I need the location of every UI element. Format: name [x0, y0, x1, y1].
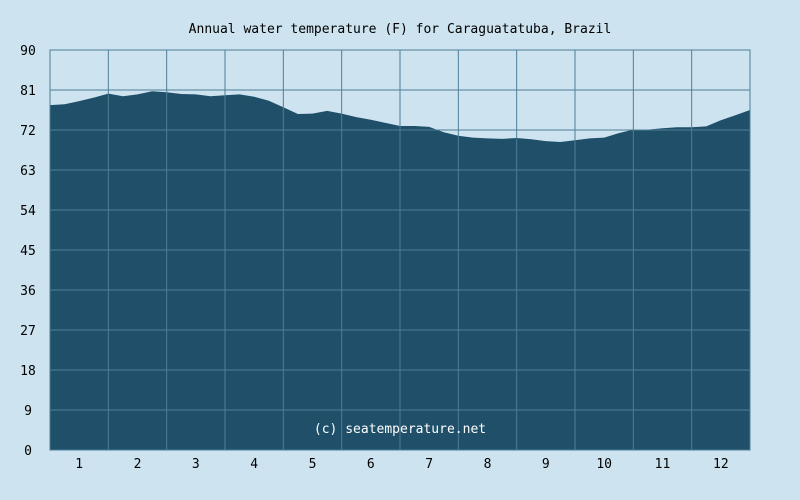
x-tick-label: 4: [250, 457, 258, 472]
y-tick-label: 45: [20, 244, 36, 259]
plot-frame: [49, 49, 751, 451]
y-tick-label: 90: [20, 44, 36, 59]
x-tick-label: 12: [713, 457, 729, 472]
x-tick-label: 11: [655, 457, 671, 472]
y-tick-label: 54: [20, 204, 36, 219]
y-tick-label: 9: [24, 404, 32, 419]
y-tick-label: 63: [20, 164, 36, 179]
x-tick-label: 3: [192, 457, 200, 472]
x-tick-label: 2: [134, 457, 142, 472]
y-tick-label: 72: [20, 124, 36, 139]
x-tick-label: 7: [425, 457, 433, 472]
y-tick-label: 0: [24, 444, 32, 459]
copyright-credit: (c) seatemperature.net: [314, 422, 486, 437]
y-tick-label: 27: [20, 324, 36, 339]
x-tick-label: 9: [542, 457, 550, 472]
chart-title: Annual water temperature (F) for Caragua…: [189, 22, 612, 37]
x-tick-label: 10: [596, 457, 612, 472]
y-tick-label: 36: [20, 284, 36, 299]
x-tick-label: 6: [367, 457, 375, 472]
x-tick-label: 1: [75, 457, 83, 472]
y-tick-label: 81: [20, 84, 36, 99]
x-tick-label: 5: [309, 457, 317, 472]
y-tick-label: 18: [20, 364, 36, 379]
x-tick-label: 8: [484, 457, 492, 472]
